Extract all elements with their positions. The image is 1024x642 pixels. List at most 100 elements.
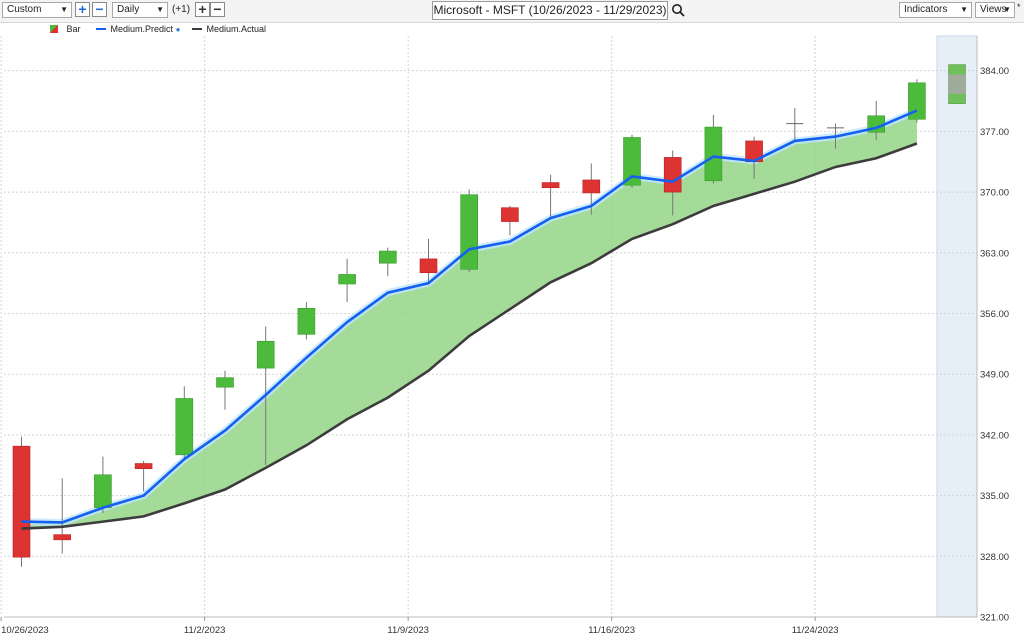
candle (378, 247, 397, 277)
date-tick-label: 11/16/2023 (588, 625, 635, 636)
predict-line-icon (96, 28, 106, 30)
candle (419, 238, 438, 283)
price-tick-label: 349.00 (980, 370, 1009, 381)
candle (704, 114, 723, 184)
actual-line-icon (192, 28, 202, 30)
period-increase-button[interactable]: + (195, 2, 210, 17)
candle (541, 174, 560, 219)
candlesticks (12, 79, 926, 567)
price-tick-label: 356.00 (980, 309, 1009, 320)
candle-body (297, 307, 316, 335)
candle-body (582, 179, 601, 194)
candle (53, 478, 72, 554)
candle-body (460, 194, 479, 270)
candle-body (419, 258, 438, 274)
date-tick-label: 11/24/2023 (792, 625, 839, 636)
candle-body (541, 182, 560, 189)
candle-body (378, 250, 397, 264)
price-axis: 321.00 328.00 335.00 342.00 349.00 356.00 363.… (980, 66, 1009, 623)
chart-title: Microsoft - MSFT (10/26/2023 - 11/29/202… (433, 3, 667, 17)
bar-legend-icon (50, 25, 58, 33)
period-select-value: Daily (117, 4, 140, 15)
candle (338, 258, 356, 303)
price-tick-label: 335.00 (980, 491, 1009, 502)
candle (786, 107, 804, 141)
candle (12, 436, 31, 567)
views-button[interactable]: Views ▼ (975, 2, 1015, 18)
date-axis: 10/26/2023 11/2/2023 11/9/2023 11/16/2023 11… (0, 617, 839, 636)
forecast-region (936, 35, 978, 618)
price-tick-label: 377.00 (980, 127, 1009, 138)
candle-body (623, 137, 641, 186)
candle (460, 189, 479, 272)
candle-body (134, 463, 153, 470)
candle (908, 79, 926, 123)
candle-body (94, 474, 112, 509)
price-tick-label: 328.00 (980, 552, 1009, 563)
price-tick-label: 370.00 (980, 188, 1009, 199)
minus-icon: − (213, 1, 222, 17)
candle (297, 302, 316, 340)
candle-body (338, 274, 356, 285)
candle-body (704, 126, 723, 182)
period-select[interactable]: Daily ▼ (112, 2, 168, 18)
views-label: Views (980, 4, 1007, 15)
toolbar: Custom ▼ + − Daily ▼ (+1) + − Microsoft … (0, 0, 1024, 23)
chevron-down-icon: ▼ (1003, 5, 1011, 14)
layout-select-value: Custom (7, 4, 42, 15)
candle (745, 136, 763, 180)
indicators-label: Indicators (904, 4, 948, 15)
period-offset: (+1) (172, 4, 191, 15)
dot-icon: ● (175, 25, 181, 34)
chevron-down-icon: ▼ (960, 5, 968, 14)
zoom-out-button[interactable]: − (92, 2, 107, 17)
price-tick-label: 384.00 (980, 66, 1009, 77)
candle-body (256, 340, 275, 369)
period-decrease-button[interactable]: − (210, 2, 225, 17)
legend-item-predict: Medium.Predict ● (96, 24, 180, 34)
candle-body (663, 157, 682, 193)
legend-predict-label: Medium.Predict (110, 24, 174, 34)
predict-line (21, 109, 918, 524)
candle (94, 456, 112, 513)
candle-body (175, 398, 194, 456)
candle (501, 205, 519, 236)
toolbar-icons (671, 4, 685, 17)
price-tick-label: 321.00 (980, 613, 1009, 624)
toolbar-more-icon[interactable]: * (1017, 2, 1021, 12)
candle-body (12, 445, 31, 558)
plus-icon: + (198, 1, 207, 17)
minus-icon: − (95, 1, 104, 17)
candle (175, 386, 194, 461)
date-tick-label: 10/26/2023 (1, 625, 49, 636)
candle-body (908, 82, 926, 120)
legend-bar-label: Bar (66, 24, 81, 34)
candle-body (501, 207, 519, 222)
actual-line (21, 142, 918, 530)
forecast-box-core (948, 74, 966, 94)
candle-body (216, 377, 234, 388)
chart-grid (0, 36, 978, 618)
price-tick-label: 363.00 (980, 248, 1009, 259)
legend-actual-label: Medium.Actual (206, 24, 267, 34)
zoom-in-button[interactable]: + (75, 2, 90, 17)
search-icon[interactable] (671, 4, 685, 17)
plus-icon: + (78, 1, 87, 17)
candle-body (53, 534, 72, 541)
candle (134, 460, 153, 492)
candle (216, 370, 234, 410)
legend-item-actual: Medium.Actual (192, 24, 266, 34)
forecast-box (948, 64, 966, 104)
prediction-band (21, 110, 917, 529)
chevron-down-icon: ▼ (156, 5, 164, 14)
chevron-down-icon: ▼ (60, 5, 68, 14)
date-tick-label: 11/9/2023 (387, 625, 429, 636)
symbol-title-field[interactable]: Microsoft - MSFT (10/26/2023 - 11/29/202… (432, 1, 668, 20)
indicators-button[interactable]: Indicators ▼ (899, 2, 972, 18)
price-tick-label: 342.00 (980, 430, 1009, 441)
legend-item-bar: Bar (50, 24, 81, 34)
layout-select[interactable]: Custom ▼ (2, 2, 72, 18)
date-tick-label: 11/2/2023 (184, 625, 226, 636)
candle (623, 134, 641, 188)
